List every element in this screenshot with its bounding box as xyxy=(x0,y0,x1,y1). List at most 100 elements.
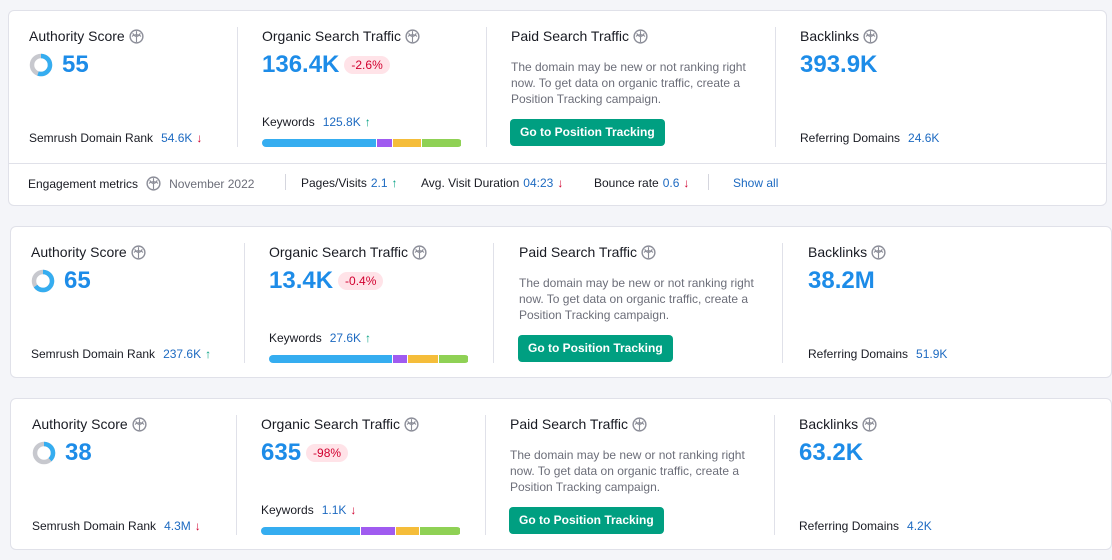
column-divider xyxy=(493,243,494,363)
backlinks-info-icon[interactable] xyxy=(863,29,878,44)
referring-domains-value[interactable]: 24.6K xyxy=(908,131,940,145)
organic-traffic-label: Organic Search Traffic xyxy=(262,28,420,44)
keywords: Keywords 1.1K ↓ xyxy=(261,503,356,517)
visit-duration-value[interactable]: 04:23 xyxy=(523,176,554,190)
keywords-value[interactable]: 27.6K xyxy=(329,331,362,345)
backlinks-label: Backlinks xyxy=(808,244,886,260)
arrow-up-icon: ↑ xyxy=(365,331,372,345)
paid-traffic-info-icon[interactable] xyxy=(641,245,656,260)
organic-traffic-value: 136.4K -2.6% xyxy=(262,51,390,79)
authority-score-label: Authority Score xyxy=(29,28,144,44)
organic-traffic-title: Organic Search Traffic xyxy=(269,244,409,260)
domain-rank-label: Semrush Domain Rank xyxy=(29,131,154,145)
referring-domains-value[interactable]: 4.2K xyxy=(907,519,932,533)
authority-score-value: 55 xyxy=(29,51,89,79)
paid-traffic-info-icon[interactable] xyxy=(632,417,647,432)
keyword-bar-segment xyxy=(408,355,438,363)
backlinks-number[interactable]: 393.9K xyxy=(800,51,878,78)
keyword-distribution-bar[interactable] xyxy=(262,139,462,147)
authority-score-info-icon[interactable] xyxy=(131,245,146,260)
bounce-rate-label: Bounce rate xyxy=(594,176,659,190)
domain-rank-value[interactable]: 54.6K xyxy=(161,131,193,145)
organic-traffic-title: Organic Search Traffic xyxy=(261,416,401,432)
domain-rank: Semrush Domain Rank 237.6K ↑ xyxy=(31,347,211,361)
domain-rank-value[interactable]: 237.6K xyxy=(163,347,202,361)
organic-change-badge: -98% xyxy=(306,444,349,462)
authority-score-info-icon[interactable] xyxy=(129,29,144,44)
domain-overview-card: Authority Score 65 Semrush Domain Rank 237.… xyxy=(10,226,1112,378)
organic-change-badge: -2.6% xyxy=(344,56,390,74)
column-divider xyxy=(775,27,776,147)
arrow-down-icon: ↓ xyxy=(350,503,357,517)
column-divider xyxy=(774,415,775,535)
engagement-info-icon[interactable] xyxy=(146,176,161,191)
engagement-divider xyxy=(285,174,286,190)
backlinks-info-icon[interactable] xyxy=(862,417,877,432)
engagement-title: Engagement metrics xyxy=(28,176,139,191)
organic-traffic-value: 13.4K -0.4% xyxy=(269,267,384,295)
keyword-bar-segment xyxy=(262,139,376,147)
backlinks-info-icon[interactable] xyxy=(871,245,886,260)
position-tracking-button[interactable]: Go to Position Tracking xyxy=(510,119,665,146)
authority-ring-icon xyxy=(31,269,55,293)
domain-rank-value[interactable]: 4.3M xyxy=(164,519,191,533)
authority-score-number: 65 xyxy=(64,267,91,294)
backlinks-value: 63.2K xyxy=(799,439,863,467)
domain-rank: Semrush Domain Rank 54.6K ↓ xyxy=(29,131,202,145)
paid-traffic-label: Paid Search Traffic xyxy=(519,244,656,260)
arrow-up-icon: ↑ xyxy=(391,176,398,190)
engagement-metrics-bar: Engagement metrics November 2022 Pages/Vis… xyxy=(8,163,1107,203)
keyword-bar-segment xyxy=(421,139,462,147)
authority-score-title: Authority Score xyxy=(29,28,125,44)
organic-traffic-number[interactable]: 136.4K xyxy=(262,51,340,78)
organic-traffic-number[interactable]: 13.4K xyxy=(269,267,334,294)
authority-score-info-icon[interactable] xyxy=(132,417,147,432)
referring-domains-label: Referring Domains xyxy=(799,519,900,533)
paid-traffic-title: Paid Search Traffic xyxy=(510,416,629,432)
keyword-bar-segment xyxy=(420,527,460,535)
authority-score-number: 38 xyxy=(65,439,92,466)
pages-visits: Pages/Visits 2.1 ↑ xyxy=(301,176,398,190)
backlinks-number[interactable]: 63.2K xyxy=(799,439,864,466)
keywords: Keywords 27.6K ↑ xyxy=(269,331,371,345)
organic-traffic-info-icon[interactable] xyxy=(412,245,427,260)
position-tracking-button[interactable]: Go to Position Tracking xyxy=(509,507,664,534)
arrow-down-icon: ↓ xyxy=(196,131,203,145)
referring-domains-label: Referring Domains xyxy=(800,131,901,145)
referring-domains: Referring Domains 24.6K xyxy=(800,131,939,145)
bounce-rate-value[interactable]: 0.6 xyxy=(662,176,680,190)
keywords-value[interactable]: 125.8K xyxy=(322,115,361,129)
backlinks-value: 393.9K xyxy=(800,51,877,79)
column-divider xyxy=(782,243,783,363)
pages-visits-value[interactable]: 2.1 xyxy=(370,176,388,190)
organic-traffic-number[interactable]: 635 xyxy=(261,439,302,466)
engagement-divider xyxy=(708,174,709,190)
organic-traffic-info-icon[interactable] xyxy=(404,417,419,432)
paid-traffic-label: Paid Search Traffic xyxy=(510,416,647,432)
paid-traffic-note: The domain may be new or not ranking rig… xyxy=(511,60,746,106)
organic-traffic-title: Organic Search Traffic xyxy=(262,28,402,44)
keyword-distribution-bar[interactable] xyxy=(269,355,469,363)
show-all-link[interactable]: Show all xyxy=(733,176,779,190)
paid-traffic-info-icon[interactable] xyxy=(633,29,648,44)
backlinks-label: Backlinks xyxy=(800,28,878,44)
arrow-down-icon: ↓ xyxy=(194,519,201,533)
authority-score-title: Authority Score xyxy=(32,416,128,432)
referring-domains: Referring Domains 4.2K xyxy=(799,519,932,533)
referring-domains-value[interactable]: 51.9K xyxy=(916,347,948,361)
keywords-value[interactable]: 1.1K xyxy=(321,503,347,517)
organic-traffic-value: 635 -98% xyxy=(261,439,349,467)
backlinks-title: Backlinks xyxy=(799,416,859,432)
referring-domains-label: Referring Domains xyxy=(808,347,909,361)
position-tracking-button[interactable]: Go to Position Tracking xyxy=(518,335,673,362)
backlinks-number[interactable]: 38.2M xyxy=(808,267,875,294)
keyword-bar-segment xyxy=(438,355,469,363)
bounce-rate: Bounce rate 0.6 ↓ xyxy=(594,176,689,190)
domain-rank-label: Semrush Domain Rank xyxy=(32,519,157,533)
keyword-bar-segment xyxy=(376,139,393,147)
organic-traffic-info-icon[interactable] xyxy=(405,29,420,44)
keyword-distribution-bar[interactable] xyxy=(261,527,461,535)
visit-duration-label: Avg. Visit Duration xyxy=(421,176,520,190)
pages-visits-label: Pages/Visits xyxy=(301,176,367,190)
keywords: Keywords 125.8K ↑ xyxy=(262,115,371,129)
